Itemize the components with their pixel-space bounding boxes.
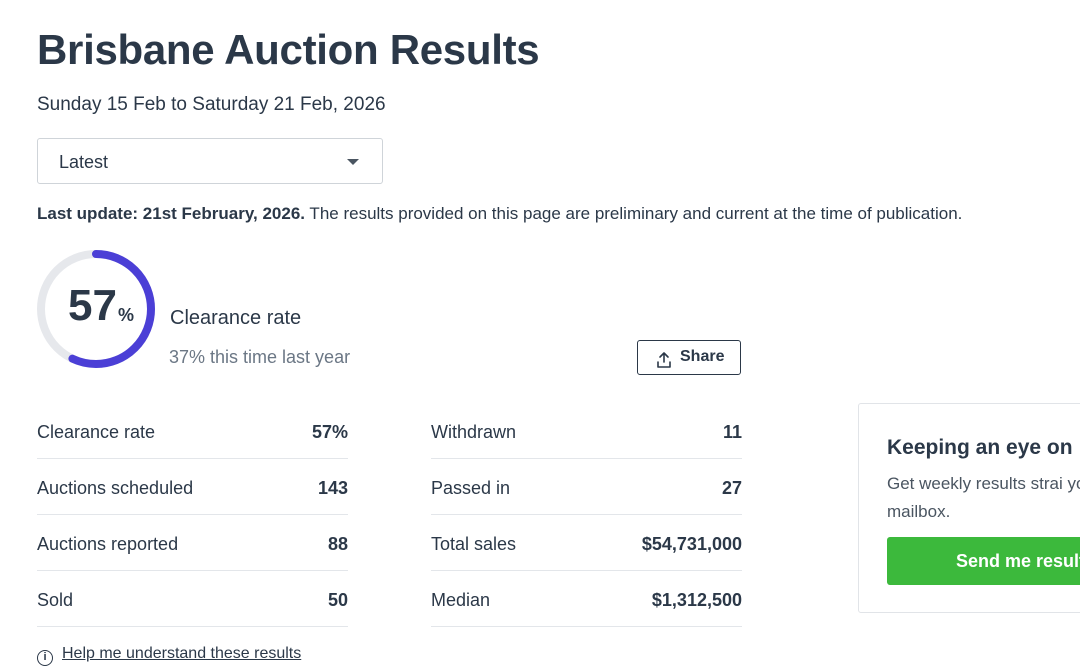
stat-row-sold: Sold 50 [37, 571, 348, 627]
clearance-rate-unit: % [118, 305, 135, 325]
stats-right-column: Withdrawn 11 Passed in 27 Total sales $5… [431, 403, 742, 627]
last-update-note: The results provided on this page are pr… [305, 204, 963, 223]
stat-value: 88 [327, 534, 348, 554]
help-understand-link[interactable]: Help me understand these results [62, 645, 302, 662]
last-update-text: Last update: 21st February, 2026. The re… [37, 204, 962, 224]
stat-label: Auctions scheduled [37, 478, 194, 498]
last-year-comparison: 37% this time last year [169, 347, 351, 367]
stat-label: Withdrawn [431, 422, 517, 442]
stats-left-column: Clearance rate 57% Auctions scheduled 14… [37, 403, 348, 627]
stat-row-auctions-reported: Auctions reported 88 [37, 515, 348, 571]
results-period-select[interactable]: Latest [37, 138, 383, 184]
stat-label: Auctions reported [37, 534, 179, 554]
stat-value: $54,731,000 [641, 534, 742, 554]
stat-value: 27 [721, 478, 742, 498]
send-me-results-label: Send me result [956, 551, 1080, 571]
subscribe-title: Keeping an eye on [887, 436, 1073, 459]
stat-row-auctions-scheduled: Auctions scheduled 143 [37, 459, 348, 515]
clearance-ring [37, 250, 155, 368]
select-value: Latest [59, 152, 109, 172]
stat-row-withdrawn: Withdrawn 11 [431, 403, 742, 459]
stat-row-median: Median $1,312,500 [431, 571, 742, 627]
clearance-rate-value: 57 [68, 281, 117, 330]
share-button[interactable]: Share [637, 340, 741, 375]
stat-row-total-sales: Total sales $54,731,000 [431, 515, 742, 571]
stat-label: Total sales [431, 534, 517, 554]
stat-value: 11 [722, 422, 742, 442]
info-icon: i [37, 650, 53, 666]
share-upload-icon [657, 352, 671, 368]
caret-down-icon [347, 159, 359, 165]
subscribe-card: Keeping an eye on Get weekly results str… [858, 403, 1080, 613]
stat-value: $1,312,500 [651, 590, 742, 610]
send-me-results-button[interactable]: Send me result [887, 537, 1080, 585]
stat-value: 143 [317, 478, 348, 498]
page-title: Brisbane Auction Results [37, 26, 540, 73]
stat-value: 50 [327, 590, 348, 610]
clearance-rate-label: Clearance rate [170, 307, 302, 329]
date-range: Sunday 15 Feb to Saturday 21 Feb, 2026 [37, 94, 386, 115]
clearance-ring-fill [37, 250, 155, 368]
stat-row-passed-in: Passed in 27 [431, 459, 742, 515]
stat-label: Clearance rate [37, 422, 156, 442]
stat-value: 57% [311, 422, 348, 442]
help-link-row: i Help me understand these results [37, 645, 301, 666]
stat-row-clearance-rate: Clearance rate 57% [37, 403, 348, 459]
stat-label: Passed in [431, 478, 511, 498]
stat-label: Median [431, 590, 491, 610]
subscribe-text: Get weekly results strai your mailbox. [887, 474, 1080, 521]
last-update-label: Last update: 21st February, 2026. [37, 204, 306, 223]
stat-label: Sold [37, 590, 74, 610]
share-label: Share [680, 348, 725, 365]
